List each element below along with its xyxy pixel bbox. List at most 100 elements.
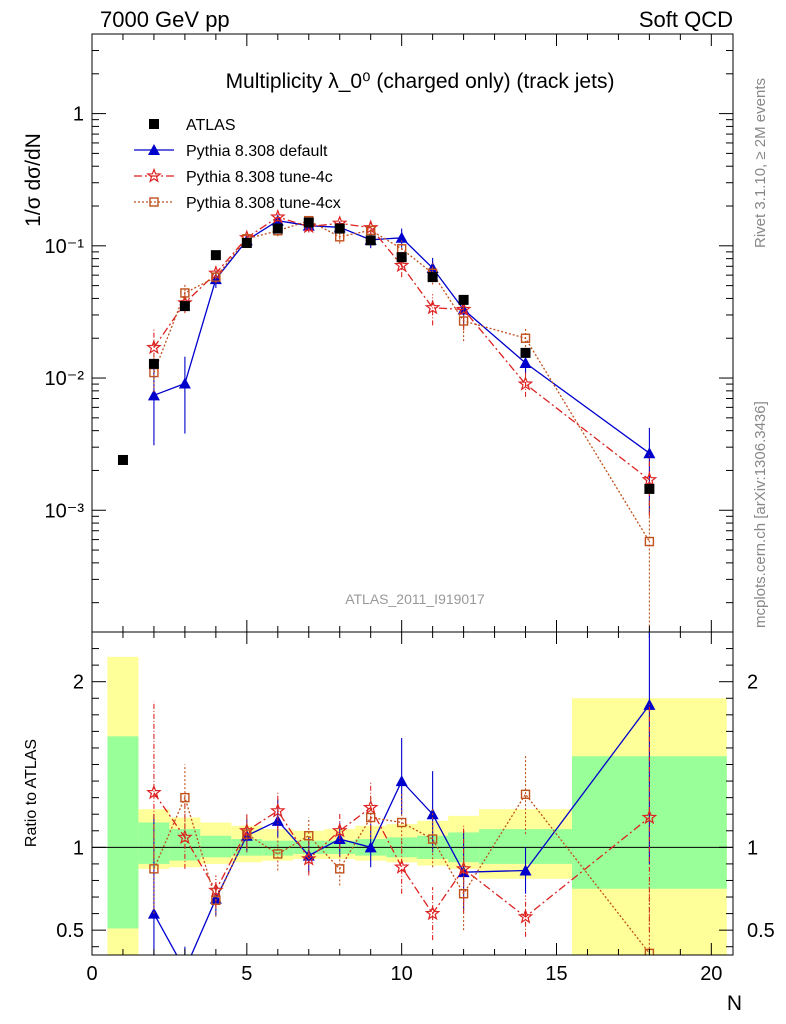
- series-2-point: [424, 299, 441, 315]
- series-3-point: [365, 225, 376, 236]
- series-2-point: [208, 265, 224, 280]
- series-2-ratio-point: [238, 822, 255, 838]
- legend-label: Pythia 8.308 tune-4c: [186, 169, 333, 186]
- atlas-data-point: [365, 235, 376, 246]
- x-axis-title: N: [727, 992, 742, 1015]
- series-2-ratio-point: [269, 802, 286, 818]
- series-2-ratio-point: [300, 850, 317, 866]
- series-3-ratio-point: [211, 895, 221, 906]
- legend-marker-series-1: [148, 144, 160, 155]
- analysis-label: ATLAS_2011_I919017: [345, 591, 485, 607]
- atlas-data-point: [644, 483, 655, 494]
- series-1-ratio-point: [179, 964, 191, 975]
- legend-label: Pythia 8.308 tune-4cx: [186, 195, 341, 212]
- header-energy-label: 7000 GeV pp: [100, 7, 230, 32]
- series-3-point: [180, 288, 190, 298]
- series-1-point: [147, 389, 160, 401]
- y-tick-label: 10⁻¹: [45, 236, 85, 258]
- series-1-ratio-point: [364, 841, 377, 853]
- series-1-ratio-point: [395, 775, 408, 787]
- ratio-y-axis-title: Ratio to ATLAS: [23, 739, 40, 847]
- legend-marker-series-2: [146, 167, 162, 183]
- main-plot-panel: 1 10⁻¹ 10⁻² 10⁻³ Multiplicity λ_0⁰ (charged…: [22, 33, 734, 644]
- atlas-data-point: [458, 294, 469, 305]
- ratio-y-tick-label: 0.5: [56, 920, 84, 942]
- legend: ATLAS Pythia 8.308 default Pythia 8.308 tu…: [134, 117, 341, 212]
- atlas-data-point: [520, 347, 531, 358]
- series-2-point: [269, 208, 286, 224]
- atlas-data-point: [117, 454, 128, 465]
- atlas-data-point: [427, 272, 438, 283]
- x-tick-label: 20: [700, 963, 722, 985]
- atlas-data-point: [334, 223, 345, 234]
- atlas-data-point: [396, 252, 407, 263]
- ratio-y-tick-label: 1: [73, 837, 84, 859]
- series-1-ratio-point: [209, 892, 222, 904]
- series-3-ratio-point: [520, 789, 531, 800]
- y-axis-title: 1/σ dσ/dN: [22, 133, 45, 227]
- series-2-ratio-point: [455, 860, 472, 876]
- ratio-y-tick-label-right: 0.5: [747, 920, 775, 942]
- series-2-ratio-point: [517, 908, 534, 924]
- series-3-point: [520, 333, 531, 343]
- series-2-ratio-point: [146, 784, 162, 800]
- legend-marker-series-3: [149, 197, 159, 207]
- series-3-ratio-point: [304, 831, 314, 841]
- series-2-ratio-point: [331, 822, 348, 838]
- ratio-band-green: [200, 835, 232, 858]
- series-2-point: [517, 375, 534, 391]
- atlas-data-point: [210, 250, 221, 261]
- series-1-point: [519, 356, 532, 368]
- series-3-ratio-point: [273, 849, 283, 859]
- ratio-y-tick-label: 2: [73, 672, 84, 694]
- series-3-ratio-point: [365, 812, 376, 823]
- atlas-data-point: [148, 358, 159, 369]
- series-3-ratio-point: [427, 834, 438, 844]
- series-3-ratio-point: [242, 829, 252, 839]
- y-tick-label: 1: [73, 104, 84, 126]
- series-3-point: [644, 536, 655, 547]
- chart-title: Multiplicity λ_0⁰ (charged only) (track …: [226, 70, 615, 93]
- legend-marker-atlas: [149, 119, 159, 129]
- series-3-point: [458, 316, 469, 326]
- mcplots-url-label: mcplots.cern.ch [arXiv:1306.3436]: [752, 401, 769, 628]
- series-3-ratio-point: [458, 889, 469, 899]
- ratio-y-tick-label-right: 2: [747, 672, 758, 694]
- x-tick-label: 15: [545, 963, 567, 985]
- y-tick-label: 10⁻²: [45, 368, 85, 390]
- series-3-ratio-point: [180, 792, 190, 803]
- series-1-point: [178, 377, 191, 389]
- atlas-data-point: [241, 238, 252, 249]
- x-tick-label: 10: [391, 963, 413, 985]
- series-2-ratio-point: [424, 905, 441, 921]
- ratio-plot-panel: 0.5 0.51 12 20 5 10 15 20 Ratio to ATLAS: [23, 631, 775, 985]
- legend-label: ATLAS: [186, 117, 236, 134]
- atlas-data-point: [272, 223, 283, 234]
- series-2-point: [641, 471, 658, 487]
- series-1-point: [395, 231, 408, 243]
- x-tick-label: 0: [86, 963, 97, 985]
- x-tick-label: 5: [241, 963, 252, 985]
- series-3-ratio-point: [396, 817, 407, 828]
- legend-label: Pythia 8.308 default: [186, 143, 328, 160]
- series-2-ratio-point: [641, 809, 658, 825]
- ratio-band-green: [107, 736, 139, 929]
- y-tick-label: 10⁻³: [45, 500, 85, 522]
- series-2-point: [146, 339, 162, 355]
- series-2-point: [393, 257, 410, 273]
- ratio-band-green: [262, 840, 294, 856]
- atlas-data-point: [303, 217, 314, 228]
- rivet-version-label: Rivet 3.1.10, ≥ 2M events: [752, 78, 769, 248]
- series-3-ratio-point: [335, 864, 345, 874]
- atlas-data-point: [179, 301, 190, 312]
- series-2-ratio-point: [393, 858, 410, 874]
- ratio-y-tick-label-right: 1: [747, 837, 758, 859]
- ratio-plot-frame: [91, 631, 734, 956]
- series-2-ratio-point: [208, 882, 224, 898]
- series-3-point: [211, 272, 221, 282]
- series-2-ratio-point: [177, 829, 193, 845]
- header-category-label: Soft QCD: [639, 7, 733, 32]
- series-3-ratio-point: [149, 864, 159, 874]
- series-1-point: [643, 447, 656, 459]
